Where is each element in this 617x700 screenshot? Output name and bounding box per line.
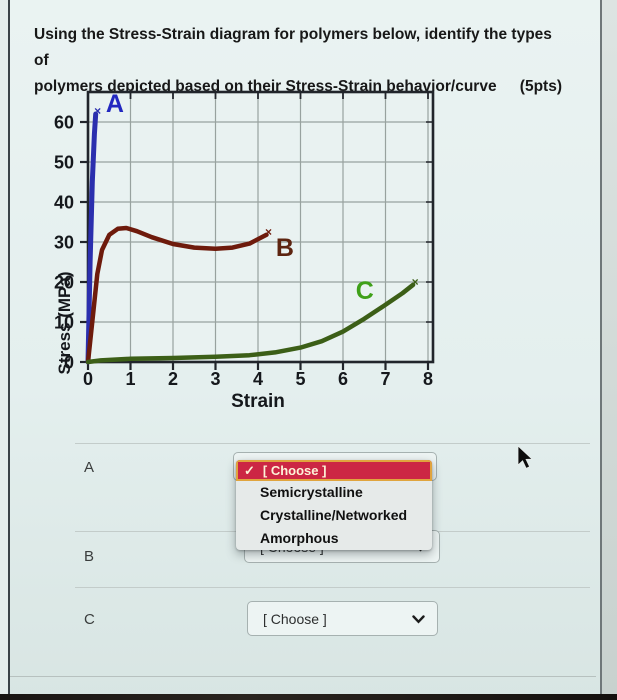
svg-text:B: B <box>276 234 294 262</box>
svg-text:×: × <box>412 275 419 289</box>
svg-text:2: 2 <box>168 369 178 389</box>
dropdown-option-semicrystalline[interactable]: Semicrystalline <box>260 484 363 500</box>
screen-bottom-bar <box>0 694 617 700</box>
svg-text:3: 3 <box>210 369 220 389</box>
svg-text:0: 0 <box>83 369 93 389</box>
svg-text:6: 6 <box>338 369 348 389</box>
svg-text:20: 20 <box>54 273 74 293</box>
answer-row-label-c: C <box>84 611 95 628</box>
answer-row-label-b: B <box>84 548 95 565</box>
svg-text:5: 5 <box>295 369 305 389</box>
svg-text:×: × <box>265 225 272 239</box>
frame-line-right <box>600 0 602 694</box>
svg-text:30: 30 <box>54 233 74 253</box>
svg-text:1: 1 <box>125 369 135 389</box>
photo-edge-right <box>602 0 617 700</box>
question-points: (5pts) <box>519 78 562 95</box>
cursor-icon <box>517 445 537 475</box>
dropdown-menu: ✓ [ Choose ] Semicrystalline Crystalline… <box>236 460 432 550</box>
svg-text:Strain: Strain <box>231 391 285 412</box>
svg-text:0: 0 <box>64 353 74 373</box>
svg-text:×: × <box>94 104 101 118</box>
y-axis-label: Stress (MPa) <box>55 271 74 375</box>
question-line1: Using the Stress-Strain diagram for poly… <box>34 26 552 69</box>
svg-text:4: 4 <box>253 369 263 389</box>
dropdown-option-selected[interactable]: ✓ [ Choose ] <box>236 460 432 481</box>
svg-text:C: C <box>356 277 374 305</box>
svg-text:A: A <box>106 90 124 118</box>
card-bottom-border <box>10 676 596 677</box>
select-c-value: [ Choose ] <box>263 610 327 627</box>
chevron-down-icon <box>412 611 425 627</box>
dropdown-option-amorphous[interactable]: Amorphous <box>260 530 339 546</box>
frame-line-left <box>8 0 10 694</box>
svg-text:10: 10 <box>54 313 74 333</box>
svg-text:50: 50 <box>54 153 74 173</box>
row-separator <box>75 587 590 588</box>
dropdown-selected-label: [ Choose ] <box>262 463 327 478</box>
photo-edge-left <box>0 0 8 700</box>
select-c[interactable]: [ Choose ] <box>247 601 438 636</box>
svg-text:60: 60 <box>54 113 74 133</box>
answer-row-label-a: A <box>84 459 95 476</box>
svg-text:40: 40 <box>54 193 74 213</box>
stress-strain-chart: Stress (MPa) 0 1 2 3 4 5 6 7 8 0 10 20 30 40 50 60 Strai… <box>28 85 458 425</box>
dropdown-option-crystalline-networked[interactable]: Crystalline/Networked <box>260 507 408 523</box>
svg-text:8: 8 <box>423 369 433 389</box>
svg-text:7: 7 <box>380 369 390 389</box>
row-separator <box>75 443 590 444</box>
check-icon: ✓ <box>244 462 255 478</box>
chart-plot: 0 1 2 3 4 5 6 7 8 0 10 20 30 40 50 60 Strain × A × B × C <box>54 90 435 412</box>
